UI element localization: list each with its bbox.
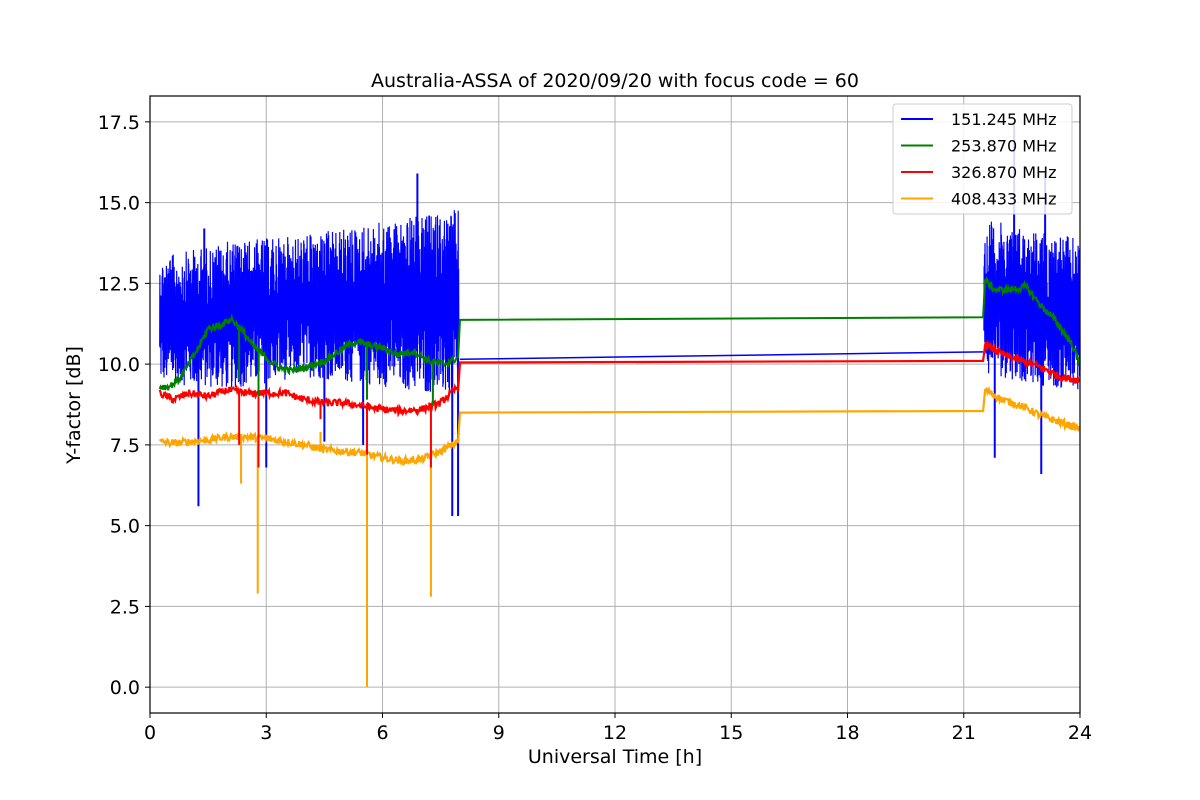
x-tick-label: 6	[376, 722, 388, 744]
x-tick-label: 15	[719, 722, 743, 744]
y-tick-label: 5.0	[110, 516, 140, 538]
series-line	[158, 276, 1081, 391]
x-tick-label: 12	[603, 722, 627, 744]
legend: 151.245 MHz 253.870 MHz 326.870 MHz 408.433…	[892, 103, 1073, 215]
x-tick-label: 18	[835, 722, 859, 744]
series-line	[158, 339, 1081, 418]
chart-title: Australia-ASSA of 2020/09/20 with focus …	[371, 70, 859, 92]
x-axis-label: Universal Time [h]	[528, 746, 702, 768]
x-tick-label: 3	[260, 722, 272, 744]
series-253-870-mhz	[158, 276, 1081, 407]
ticks: 0 3 6 9 12 15 18 21 24 0.0 2.5 5.0 7.5 10.0 12.5 15.0 17…	[98, 112, 1092, 744]
y-tick-label: 15.0	[98, 193, 140, 215]
x-tick-label: 24	[1068, 722, 1092, 744]
series-gap-line	[459, 351, 984, 361]
legend-label: 408.433 MHz	[951, 190, 1056, 209]
y-tick-label: 12.5	[98, 273, 140, 295]
series-noise-band	[983, 221, 1081, 390]
series-noise-band	[159, 210, 460, 395]
series-326-870-mhz	[158, 339, 1081, 468]
y-tick-label: 10.0	[98, 354, 140, 376]
x-tick-label: 21	[952, 722, 976, 744]
y-tick-label: 2.5	[110, 596, 140, 618]
series-line	[158, 386, 1081, 467]
legend-box	[892, 103, 1073, 215]
legend-label: 326.870 MHz	[951, 163, 1056, 182]
y-axis-label: Y-factor [dB]	[63, 346, 85, 465]
y-tick-label: 17.5	[98, 112, 140, 134]
y-tick-label: 7.5	[110, 435, 140, 457]
legend-label: 151.245 MHz	[951, 110, 1056, 129]
x-tick-label: 0	[144, 722, 156, 744]
y-tick-label: 0.0	[110, 677, 140, 699]
x-tick-label: 9	[493, 722, 505, 744]
legend-label: 253.870 MHz	[951, 137, 1056, 156]
